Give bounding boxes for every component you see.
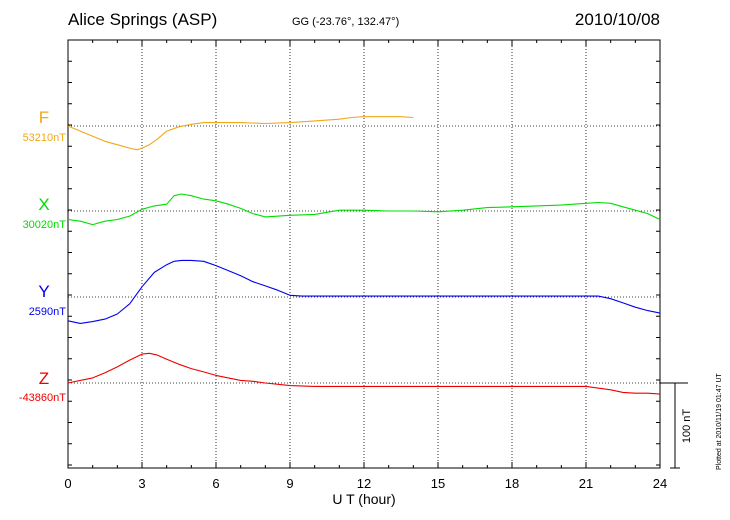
scale-bar: 100 nT xyxy=(660,382,693,469)
series-label-f: F xyxy=(38,108,50,127)
series-baseline-z: -43860nT xyxy=(18,392,66,404)
x-tick-label: 0 xyxy=(64,476,71,491)
x-tick-labels: 0 3 6 9 12 15 18 21 24 xyxy=(64,476,667,491)
plotted-note: Plotted at 2010/11/19 01:47 UT xyxy=(716,373,723,470)
plot-grid xyxy=(68,40,660,468)
series-baseline-x: 30020nT xyxy=(22,219,66,231)
series-baseline-f: 53210nT xyxy=(22,132,66,144)
series-line-f xyxy=(67,116,414,151)
scale-bar-label: 100 nT xyxy=(681,409,693,444)
x-tick-label: 12 xyxy=(357,476,371,491)
series-lines xyxy=(67,116,661,395)
x-tick-label: 3 xyxy=(138,476,145,491)
series-label-x: X xyxy=(38,195,50,214)
x-tick-label: 18 xyxy=(505,476,519,491)
series-line-y xyxy=(67,259,661,324)
x-tick-label: 21 xyxy=(579,476,593,491)
x-tick-label: 9 xyxy=(286,476,293,491)
series-line-z xyxy=(67,352,661,395)
series-label-y: Y xyxy=(38,282,50,301)
series-baseline-y: 2590nT xyxy=(28,306,66,318)
x-tick-label: 15 xyxy=(431,476,445,491)
x-tick-label: 6 xyxy=(212,476,219,491)
series-line-x xyxy=(67,193,661,226)
series-label-z: Z xyxy=(38,369,50,388)
date-label: 2010/10/08 xyxy=(574,10,660,29)
coordinates-label: GG (-23.76°, 132.47°) xyxy=(292,16,400,28)
axis-ticks xyxy=(67,40,661,468)
station-title: Alice Springs (ASP) xyxy=(68,10,218,29)
x-tick-label: 24 xyxy=(653,476,667,491)
x-axis-label: U T (hour) xyxy=(332,491,395,507)
